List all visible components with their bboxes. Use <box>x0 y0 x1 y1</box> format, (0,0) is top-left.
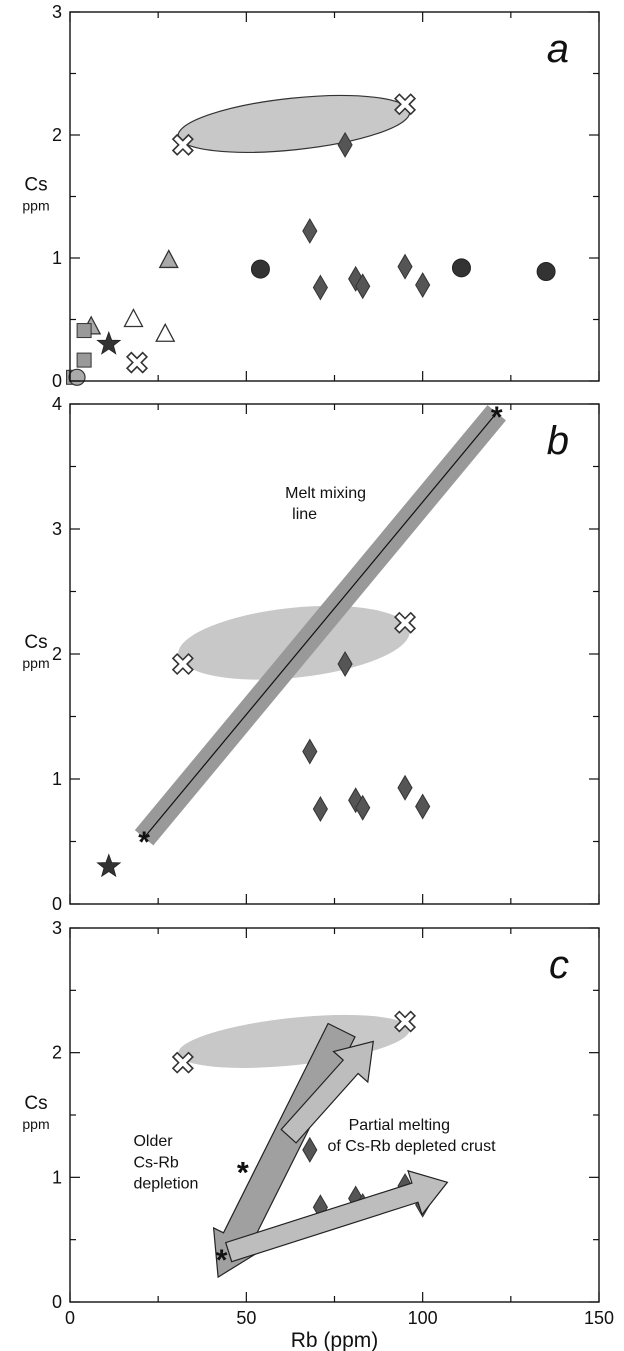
x-cross-marker <box>394 611 417 634</box>
x-tick-label: 100 <box>408 1308 438 1328</box>
diamond-marker <box>415 272 431 299</box>
circle-marker <box>451 258 471 278</box>
grey-triangle-marker <box>158 249 179 269</box>
diamond-marker <box>397 253 413 280</box>
y-tick-label: 3 <box>52 2 62 22</box>
older-label-line1: Older <box>133 1133 173 1150</box>
grey-square-marker <box>76 323 92 339</box>
y-axis-label: Cs <box>24 175 47 196</box>
x-cross-shape <box>171 133 194 156</box>
diamond-marker <box>397 774 413 801</box>
y-tick-label: 2 <box>52 1043 62 1063</box>
plot-frame <box>69 11 600 382</box>
diamond-marker <box>302 738 318 765</box>
y-tick-label: 0 <box>52 371 62 391</box>
circle-marker <box>536 262 556 282</box>
y-tick-label: 2 <box>52 644 62 664</box>
x-cross-shape <box>394 611 417 634</box>
x-cross-marker <box>171 652 194 676</box>
diamond-marker <box>312 796 328 822</box>
partial-label-line1: Partial melting <box>349 1117 450 1134</box>
y-tick-label: 0 <box>52 1292 62 1312</box>
x-cross-marker <box>171 133 194 156</box>
y-axis-unit: ppm <box>22 655 49 671</box>
x-cross-marker <box>125 351 149 374</box>
diamond-marker <box>415 793 431 820</box>
x-cross-shape <box>394 93 417 116</box>
x-cross-shape <box>125 351 149 374</box>
open-triangle-marker <box>155 322 176 342</box>
y-axis-label: Cs <box>24 632 47 653</box>
melting-arrow-upper <box>280 1040 375 1144</box>
x-tick-label: 50 <box>236 1308 256 1328</box>
x-cross-marker <box>394 93 417 116</box>
y-tick-label: 1 <box>52 769 62 789</box>
y-axis-label: Cs <box>24 1093 47 1114</box>
y-tick-label: 3 <box>52 918 62 938</box>
diamond-marker <box>312 274 328 301</box>
x-tick-label: 150 <box>584 1308 614 1328</box>
y-tick-label: 1 <box>52 1167 62 1187</box>
diamond-marker <box>337 131 353 158</box>
x-cross-shape <box>394 1010 417 1033</box>
melting-arrow-lower <box>224 1169 449 1263</box>
y-axis-unit: ppm <box>22 1116 49 1132</box>
mixing-label-line2: line <box>292 506 317 523</box>
x-cross-marker <box>394 1010 417 1033</box>
y-tick-label: 4 <box>52 394 62 414</box>
diamond-marker <box>302 217 318 244</box>
partial-label-line2: of Cs-Rb depleted crust <box>327 1138 496 1155</box>
grey-circle-marker <box>68 368 86 386</box>
panel-a: 0 1 2 3 Cs ppm a <box>22 2 600 391</box>
mixing-line <box>143 412 498 839</box>
diamond-marker <box>337 651 353 677</box>
x-axis-label: Rb (ppm) <box>291 1329 379 1351</box>
mixing-label-line1: Melt mixing <box>285 485 366 502</box>
asterisk-marker: * <box>216 1244 228 1277</box>
circle-marker <box>250 259 270 279</box>
y-tick-label: 1 <box>52 248 62 268</box>
x-tick-label: 0 <box>65 1308 75 1328</box>
older-label-line2: Cs-Rb <box>133 1154 178 1171</box>
asterisk-marker: * <box>138 826 150 859</box>
panel-letter: a <box>547 27 569 71</box>
older-label-line3: depletion <box>133 1176 198 1193</box>
asterisk-marker: * <box>237 1157 249 1190</box>
panel-letter: c <box>549 943 569 987</box>
asterisk-marker: * <box>491 401 503 434</box>
y-tick-label: 2 <box>52 125 62 145</box>
open-triangle-marker <box>123 308 144 328</box>
grouping-ellipse <box>178 1014 410 1068</box>
diamond-marker <box>355 273 371 300</box>
diamond-marker <box>355 794 371 821</box>
diamond-marker <box>302 1136 318 1163</box>
y-tick-label: 0 <box>52 894 62 914</box>
x-cross-shape <box>171 652 194 676</box>
y-tick-label: 3 <box>52 519 62 539</box>
plot-frame <box>69 927 600 1303</box>
x-cross-shape <box>171 1051 194 1074</box>
star-marker <box>96 330 122 355</box>
y-axis-unit: ppm <box>22 198 49 214</box>
panel-letter: b <box>547 419 569 463</box>
grouping-ellipse <box>177 94 411 153</box>
panel-b: Melt mixing line * * 0 1 2 3 4 Cs ppm b <box>22 394 600 914</box>
star-marker <box>96 853 122 878</box>
asterisk-marker: * <box>237 1157 249 1190</box>
grey-square-marker <box>76 352 92 368</box>
x-cross-marker <box>171 1051 194 1074</box>
